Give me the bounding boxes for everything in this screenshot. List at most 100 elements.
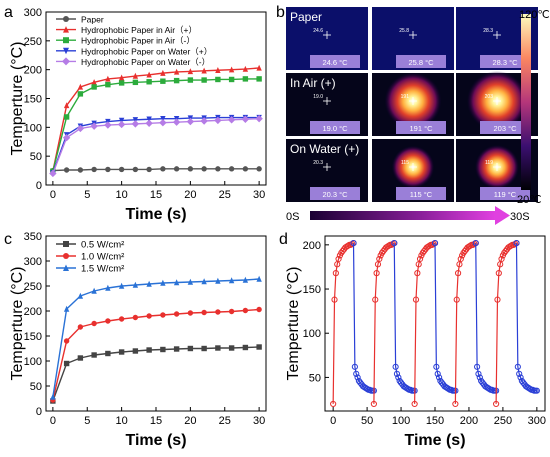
spot-temperature-label: 191: [401, 94, 410, 100]
x-tick-label: 100: [392, 415, 410, 427]
legend-label: 0.5 W/cm²: [81, 240, 124, 251]
x-tick-label: 0: [50, 189, 56, 201]
data-point: [256, 166, 262, 172]
series-line: [52, 116, 260, 174]
data-point: [228, 345, 235, 351]
y-tick-label: 0: [36, 406, 42, 418]
data-point: [242, 276, 249, 283]
row-label: In Air (+): [290, 76, 336, 90]
time-start-label: 0S: [286, 211, 299, 223]
temperature-readout-text: 28.3 °C: [492, 58, 518, 67]
temperature-readout-text: 115 °C: [410, 190, 433, 199]
temperature-readout: [480, 55, 530, 68]
cooling-point: [392, 363, 399, 370]
data-point: [256, 76, 262, 82]
y-tick-label: 100: [303, 328, 321, 340]
thermal-image-grid: 24.6 24.6 °C 25.8 25.8 °C 28.3 28.3 °C Paper 19…: [286, 7, 550, 225]
data-point: [173, 311, 180, 317]
data-point: [63, 167, 70, 173]
cooling-point: [366, 386, 373, 393]
data-point: [118, 117, 125, 124]
data-point: [77, 83, 84, 90]
data-point: [146, 347, 152, 353]
x-tick-label: 25: [219, 415, 231, 427]
cooling-point: [475, 370, 482, 377]
data-point: [76, 124, 85, 133]
cooling-point: [350, 239, 357, 247]
data-point: [50, 393, 56, 400]
temperature-readout: [310, 55, 360, 68]
data-point: [172, 118, 181, 126]
heating-point: [373, 270, 380, 277]
heating-point: [330, 400, 337, 408]
y-axis-label: Temperture (°C): [9, 42, 26, 156]
data-point: [173, 346, 180, 352]
data-point: [132, 72, 139, 79]
y-tick-label: 250: [24, 281, 42, 293]
row-label: Paper: [290, 10, 322, 24]
data-point: [256, 64, 262, 71]
legend-marker: [63, 253, 69, 259]
heating-point: [493, 400, 500, 408]
spot-temperature-label: 25.8: [399, 28, 409, 34]
data-point: [242, 76, 249, 82]
cooling-point: [514, 363, 521, 370]
data-point: [160, 312, 166, 318]
y-tick-label: 50: [30, 151, 42, 163]
data-point: [173, 166, 180, 172]
cooling-point: [533, 387, 540, 394]
heating-point: [495, 270, 502, 277]
panel-letter-c: c: [4, 231, 12, 248]
cooling-point: [473, 363, 481, 370]
data-point: [118, 282, 125, 289]
data-point: [215, 76, 221, 83]
data-point: [91, 320, 97, 327]
colorbar-min-label: 20℃: [517, 194, 542, 206]
data-point: [118, 316, 125, 322]
y-axis-label: Temperture (°C): [9, 267, 26, 381]
spot-temperature-label: 203: [485, 94, 494, 100]
y-tick-label: 0: [36, 180, 42, 192]
data-point: [173, 77, 180, 84]
data-point: [255, 114, 263, 123]
data-point: [187, 77, 194, 83]
x-tick-label: 30: [253, 415, 265, 427]
cooling-point: [353, 370, 360, 377]
x-tick-label: 15: [150, 189, 162, 201]
heating-point: [332, 270, 339, 277]
cooling-point: [351, 363, 358, 370]
heating-point: [452, 400, 459, 408]
data-point: [91, 352, 97, 358]
cooling-point: [529, 386, 536, 393]
data-point: [200, 117, 208, 125]
data-point: [215, 345, 221, 351]
data-point: [160, 279, 166, 286]
y-axis-label: Temperture (°C): [285, 267, 302, 381]
heating-point: [471, 240, 478, 248]
cooling-point: [407, 386, 414, 393]
y-tick-label: 250: [24, 36, 42, 48]
cooling-point: [476, 374, 483, 381]
data-point: [49, 169, 57, 178]
cooling-point: [488, 386, 496, 393]
heating-point: [331, 296, 338, 303]
heating-point: [416, 255, 424, 263]
data-point: [62, 134, 71, 142]
x-tick-label: 150: [426, 415, 444, 427]
legend-marker: [63, 264, 69, 271]
data-point: [77, 167, 84, 173]
chart-d: 0 50 100 150 200 250 300 50 100 150 200 Time (s) Tem…: [285, 235, 546, 449]
temperature-readout-text: 119 °C: [494, 190, 517, 199]
data-point: [131, 120, 140, 128]
data-point: [77, 292, 84, 299]
series-line: [52, 78, 260, 172]
data-point: [215, 166, 221, 172]
data-point: [242, 166, 249, 172]
data-point: [105, 81, 111, 88]
x-tick-label: 15: [150, 415, 162, 427]
temperature-readout-text: 203 °C: [493, 124, 517, 133]
data-point: [145, 119, 153, 127]
legend-label: Paper: [81, 15, 104, 25]
y-tick-label: 200: [24, 306, 42, 318]
